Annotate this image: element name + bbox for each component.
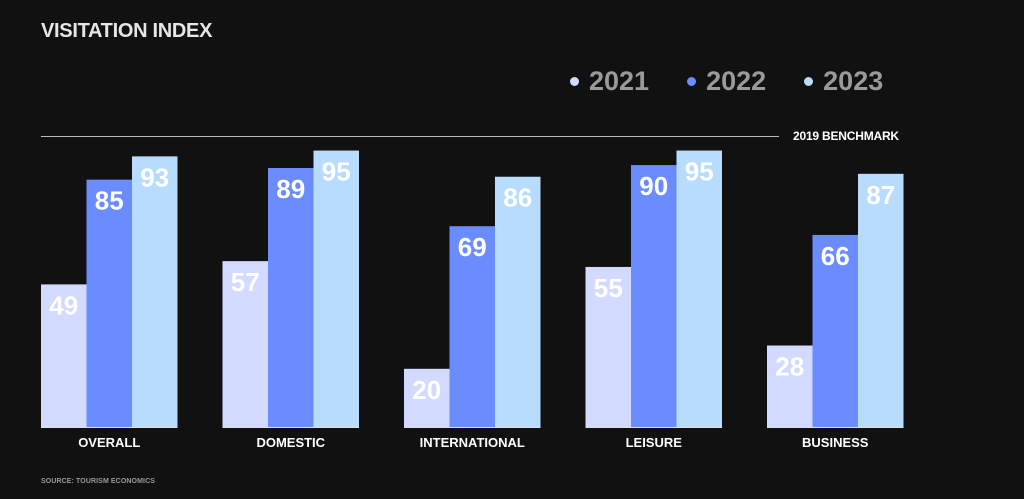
benchmark-label: 2019 BENCHMARK bbox=[793, 129, 899, 143]
data-label: 85 bbox=[95, 186, 124, 216]
bar-business-2022 bbox=[812, 234, 858, 427]
bar-business-2023 bbox=[858, 173, 904, 427]
legend-label: 2023 bbox=[823, 66, 884, 96]
category-label: BUSINESS bbox=[802, 435, 869, 450]
data-label: 95 bbox=[322, 157, 351, 187]
legend: 2021 2022 2023 bbox=[570, 66, 883, 97]
legend-item-2023: 2023 bbox=[804, 66, 883, 97]
bar-international-2021 bbox=[404, 368, 450, 427]
data-label: 55 bbox=[594, 273, 623, 303]
data-label: 66 bbox=[821, 241, 850, 271]
data-label: 86 bbox=[503, 183, 532, 213]
data-label: 90 bbox=[639, 171, 668, 201]
bar-domestic-2021 bbox=[222, 261, 268, 427]
bar-overall-2023 bbox=[132, 156, 178, 427]
legend-item-2021: 2021 bbox=[570, 66, 649, 97]
legend-dot-icon bbox=[804, 77, 814, 86]
category-label: INTERNATIONAL bbox=[420, 435, 525, 450]
bar-leisure-2022 bbox=[631, 165, 677, 427]
bar-overall-2021 bbox=[41, 284, 87, 427]
legend-label: 2022 bbox=[706, 66, 767, 96]
data-label: 49 bbox=[49, 290, 78, 320]
category-label: LEISURE bbox=[626, 435, 683, 450]
data-label: 28 bbox=[775, 352, 804, 382]
data-label: 89 bbox=[276, 174, 305, 204]
category-label: DOMESTIC bbox=[256, 435, 325, 450]
benchmark-line bbox=[41, 136, 779, 137]
data-label: 87 bbox=[866, 180, 895, 210]
data-label: 93 bbox=[140, 162, 169, 192]
legend-label: 2021 bbox=[589, 66, 650, 96]
data-label: 95 bbox=[685, 157, 714, 187]
bar-leisure-2021 bbox=[585, 266, 631, 427]
bar-international-2022 bbox=[449, 226, 495, 427]
legend-dot-icon bbox=[687, 77, 697, 86]
bar-international-2023 bbox=[495, 176, 541, 427]
legend-dot-icon bbox=[570, 77, 579, 86]
bar-domestic-2023 bbox=[313, 150, 359, 428]
bar-domestic-2022 bbox=[268, 168, 314, 427]
bar-leisure-2023 bbox=[676, 150, 722, 428]
data-label: 69 bbox=[458, 232, 487, 262]
source-note: SOURCE: TOURISM ECONOMICS bbox=[41, 478, 155, 485]
chart-title: VISITATION INDEX bbox=[41, 20, 213, 42]
legend-item-2022: 2022 bbox=[687, 66, 766, 97]
bar-overall-2022 bbox=[86, 179, 132, 427]
data-label: 20 bbox=[412, 375, 441, 405]
data-label: 57 bbox=[231, 267, 260, 297]
bar-business-2021 bbox=[767, 345, 813, 427]
category-label: OVERALL bbox=[78, 435, 140, 450]
